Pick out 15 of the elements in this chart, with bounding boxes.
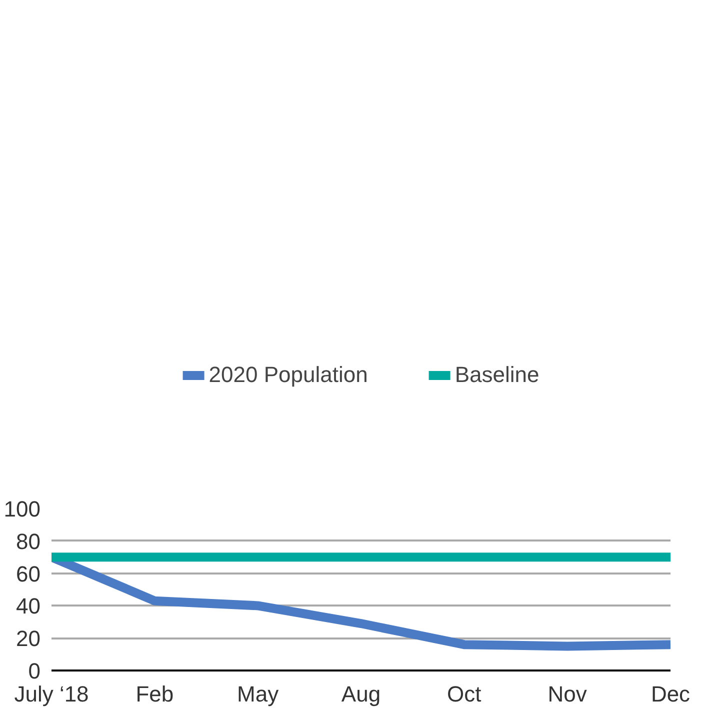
y-tick-label: 40 (16, 594, 41, 619)
x-tick-label: Dec (650, 682, 690, 706)
x-tick-label: Aug (341, 682, 381, 706)
y-tick-label: 20 (16, 626, 41, 652)
legend-label: Baseline (454, 362, 540, 388)
legend-label: 2020 Population (208, 362, 368, 388)
y-tick-label: 60 (16, 561, 41, 586)
x-tick-label: May (237, 682, 279, 706)
y-tick-label: 80 (16, 528, 41, 554)
x-tick-label: Feb (136, 682, 174, 706)
x-tick-label: Oct (447, 682, 482, 706)
y-tick-label: 0 (28, 658, 41, 684)
x-tick-label: July ‘18 (14, 682, 89, 706)
y-tick-label: 100 (4, 496, 41, 522)
x-tick-label: Nov (548, 682, 587, 706)
